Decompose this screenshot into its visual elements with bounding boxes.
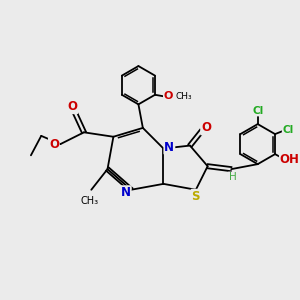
Text: CH₃: CH₃ — [81, 196, 99, 206]
Text: CH₃: CH₃ — [176, 92, 192, 101]
Text: N: N — [164, 141, 174, 154]
Text: S: S — [192, 190, 200, 203]
Text: OH: OH — [280, 153, 300, 166]
Text: N: N — [121, 186, 131, 199]
Text: H: H — [229, 172, 237, 182]
Text: O: O — [164, 91, 173, 101]
Text: O: O — [49, 138, 59, 151]
Text: Cl: Cl — [252, 106, 263, 116]
Text: O: O — [201, 122, 211, 134]
Text: Cl: Cl — [283, 125, 294, 135]
Text: O: O — [67, 100, 77, 113]
